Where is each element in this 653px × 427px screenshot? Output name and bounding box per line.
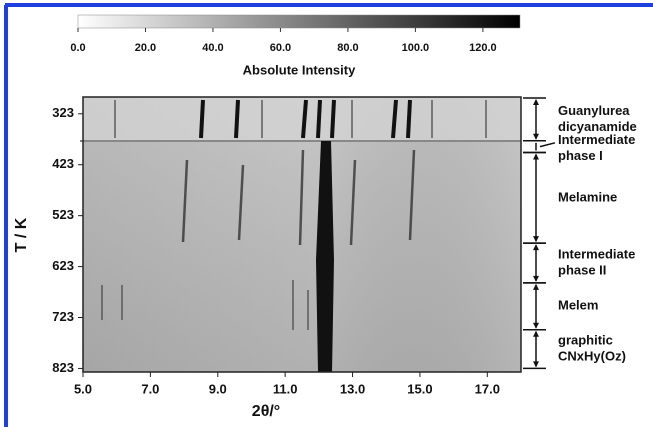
phase-label: Intermediate — [558, 246, 635, 261]
x-tick-label: 7.0 — [141, 381, 159, 396]
colorbar-tick-label: 100.0 — [402, 42, 430, 54]
phase-label: dicyanamide — [558, 119, 637, 134]
phase-label: phase I — [558, 148, 603, 163]
phase-bracket — [523, 151, 546, 244]
x-tick-label: 17.0 — [475, 381, 500, 396]
y-tick-label: 723 — [52, 309, 74, 324]
colorbar-label: Absolute Intensity — [243, 62, 356, 77]
x-tick-label: 11.0 — [273, 381, 298, 396]
colorbar — [77, 14, 521, 29]
phase-label: Guanylurea — [558, 103, 630, 118]
plot-frame — [82, 96, 522, 373]
phase-label: CNxHy(Oz) — [558, 349, 626, 364]
heatmap-image — [80, 97, 521, 372]
y-axis-label: T / K — [13, 217, 30, 252]
x-tick-label: 5.0 — [74, 381, 92, 396]
y-tick-label: 423 — [52, 156, 74, 171]
x-tick-label: 13.0 — [340, 381, 365, 396]
y-tick-label: 523 — [52, 207, 74, 222]
phase-label: Intermediate — [558, 132, 635, 147]
x-tick-label: 9.0 — [209, 381, 227, 396]
colorbar-tick-label: 40.0 — [202, 42, 223, 54]
colorbar-tick-label: 20.0 — [135, 42, 156, 54]
y-tick-label: 323 — [52, 105, 74, 120]
phase-label: Melamine — [558, 189, 617, 204]
colorbar-tick-label: 60.0 — [270, 42, 291, 54]
phase-bracket — [523, 328, 546, 370]
phase-label: graphitic — [558, 333, 613, 348]
colorbar-tick-label: 120.0 — [469, 42, 497, 54]
phase-label: Melem — [558, 298, 598, 313]
y-tick-label: 823 — [52, 360, 74, 375]
colorbar-tick-label: 0.0 — [70, 42, 85, 54]
x-tick-label: 15.0 — [407, 381, 432, 396]
x-axis-label: 2θ/° — [252, 403, 280, 420]
phase-bracket — [523, 140, 556, 154]
y-tick-label: 623 — [52, 258, 74, 273]
phase-bracket — [523, 242, 546, 284]
colorbar-tick-label: 80.0 — [337, 42, 358, 54]
phase-label: phase II — [558, 262, 606, 277]
phase-bracket — [523, 282, 546, 331]
phase-bracket — [523, 97, 546, 142]
